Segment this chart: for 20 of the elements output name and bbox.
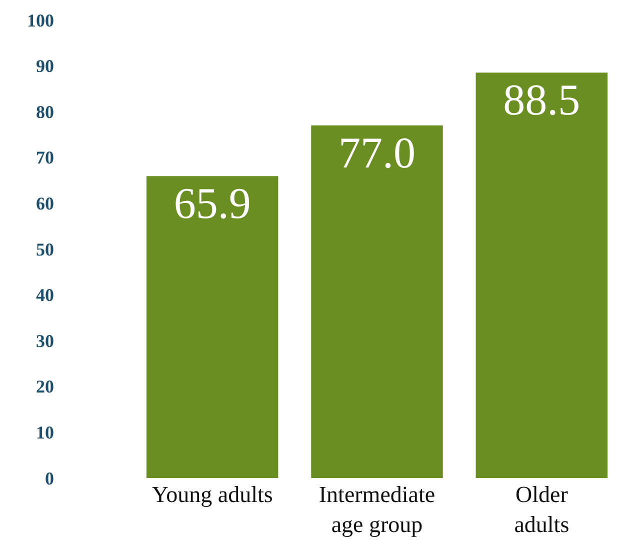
y-tick-label: 100 [27, 10, 54, 30]
x-tick-label: Young adults [152, 482, 273, 507]
y-tick-label: 40 [36, 285, 54, 306]
y-tick-label: 20 [36, 376, 54, 397]
y-tick-label: 50 [36, 239, 54, 260]
y-tick-label: 90 [36, 56, 54, 76]
y-tick-label: 60 [36, 194, 54, 214]
y-tick-label: 70 [36, 148, 54, 168]
bar [476, 72, 608, 478]
y-tick-label: 0 [45, 468, 54, 488]
y-tick-label: 30 [36, 330, 54, 351]
x-tick-label: Older adults [514, 482, 570, 537]
bar [311, 125, 443, 478]
y-tick-label: 10 [36, 422, 54, 442]
bar [146, 176, 278, 478]
data-label: 88.5 [503, 76, 580, 125]
y-tick-label: 80 [36, 102, 54, 122]
x-tick-label: Intermediate age group [318, 482, 436, 537]
data-label: 65.9 [174, 179, 251, 228]
data-label: 77.0 [338, 128, 416, 178]
